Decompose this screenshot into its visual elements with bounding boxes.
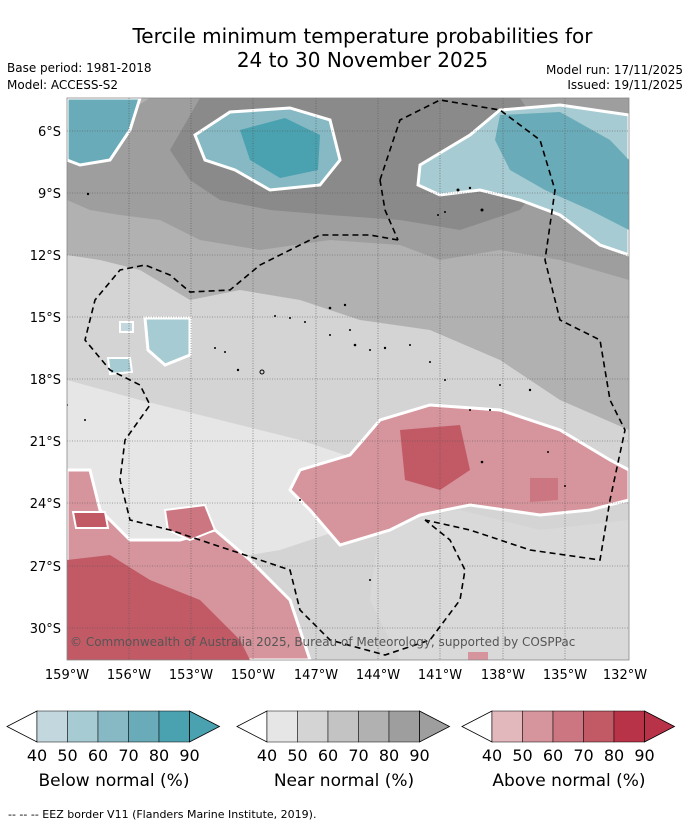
chart-title: Tercile minimum temperature probabilitie… [0,24,690,72]
lon-label: 141°W [418,668,462,683]
legend-swatch [67,710,99,743]
legend-arrow-low [6,710,38,743]
map-fill: © Commonwealth of Australia 2025, Bureau… [67,98,629,660]
legend-tick: 50 [287,746,307,765]
lon-label: 153°W [169,668,213,683]
lon-label: 138°W [481,668,525,683]
legend-tick: 90 [634,746,654,765]
legend-tick: 50 [57,746,77,765]
legend-swatch [522,710,554,743]
legend-arrow-high [189,710,221,743]
legend-swatch [97,710,129,743]
lon-label: 144°W [356,668,400,683]
legend-swatch [613,710,645,743]
base-period: Base period: 1981-2018 [7,61,152,75]
legend-tick: 80 [604,746,624,765]
lat-label: 24°S [30,497,61,512]
copyright: © Commonwealth of Australia 2025, Bureau… [70,635,575,649]
lon-label: 150°W [231,668,275,683]
legend-near-label: Near normal (%) [273,771,415,791]
legend-tick: 90 [179,746,199,765]
lon-axis: 159°W 156°W 153°W 150°W 147°W 144°W 141°… [45,668,647,683]
lon-label: 156°W [107,668,151,683]
islands [67,186,566,581]
lon-label: 147°W [294,668,338,683]
legend-above-label: Above normal (%) [492,771,646,791]
lon-label: 132°W [603,668,647,683]
lat-label: 6°S [38,125,61,140]
legend-swatch [297,710,329,743]
lat-label: 27°S [30,560,61,575]
lon-label: 159°W [45,668,89,683]
legend-swatch [158,710,190,743]
lat-label: 15°S [30,311,61,326]
issued-date: Issued: 19/11/2025 [567,78,683,92]
legend-swatch [128,710,160,743]
legend-tick: 70 [118,746,138,765]
legend-below-normal: 40 50 60 70 80 90 [6,710,221,765]
lat-label: 9°S [38,187,61,202]
title-line-2: 24 to 30 November 2025 [236,48,489,72]
legend-tick: 40 [482,746,502,765]
legend-below-label: Below normal (%) [38,771,190,791]
legend-tick: 70 [348,746,368,765]
legend-near-normal: 40 50 60 70 80 90 [236,710,451,765]
model-run: Model run: 17/11/2025 [545,63,683,77]
lat-label: 30°S [30,622,61,637]
eez-footnote: -- -- -- EEZ border V11 (Flanders Marine… [8,808,317,821]
legend-tick: 70 [573,746,593,765]
legend-tick: 40 [257,746,277,765]
legend-swatch [36,710,68,743]
legend-swatch [583,710,615,743]
lat-label: 21°S [30,435,61,450]
legend-tick: 90 [409,746,429,765]
legend-swatch [358,710,390,743]
legend-swatch [388,710,420,743]
legend-tick: 80 [149,746,169,765]
legend-tick: 60 [88,746,108,765]
legend-tick: 40 [27,746,47,765]
legend-swatch [266,710,298,743]
lat-axis: 6°S 9°S 12°S 15°S 18°S 21°S 24°S 27°S 30… [30,125,61,637]
legend-arrow-high [419,710,451,743]
legend-arrow-low [236,710,268,743]
model-name: Model: ACCESS-S2 [7,78,119,92]
legend-tick: 80 [379,746,399,765]
legend-tick: 60 [318,746,338,765]
legend-tick: 60 [543,746,563,765]
legend-swatch [491,710,523,743]
legend-swatch [552,710,584,743]
legend-tick: 50 [512,746,532,765]
legend-above-normal: 40 50 60 70 80 90 [461,710,676,765]
legend-arrow-low [461,710,493,743]
lon-label: 135°W [543,668,587,683]
legend-swatch [327,710,359,743]
title-line-1: Tercile minimum temperature probabilitie… [132,24,593,48]
lat-label: 12°S [30,249,61,264]
lat-label: 18°S [30,373,61,388]
legend-arrow-high [644,710,676,743]
